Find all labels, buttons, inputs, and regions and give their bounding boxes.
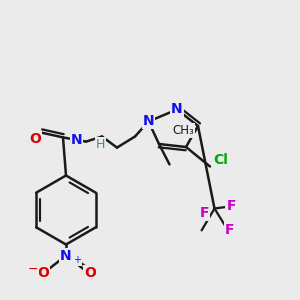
Text: Cl: Cl <box>213 153 228 166</box>
Text: N: N <box>71 134 82 147</box>
Text: O: O <box>84 266 96 280</box>
Text: +: + <box>73 255 81 265</box>
Text: −: − <box>28 263 38 276</box>
Text: O: O <box>29 132 41 145</box>
Text: O: O <box>38 266 50 280</box>
Text: F: F <box>199 206 209 220</box>
Text: H: H <box>96 138 105 151</box>
Text: CH₃: CH₃ <box>172 124 194 137</box>
Text: F: F <box>226 199 236 212</box>
Text: N: N <box>171 102 183 116</box>
Text: F: F <box>225 223 234 236</box>
Text: N: N <box>143 114 154 128</box>
Text: N: N <box>60 249 72 262</box>
